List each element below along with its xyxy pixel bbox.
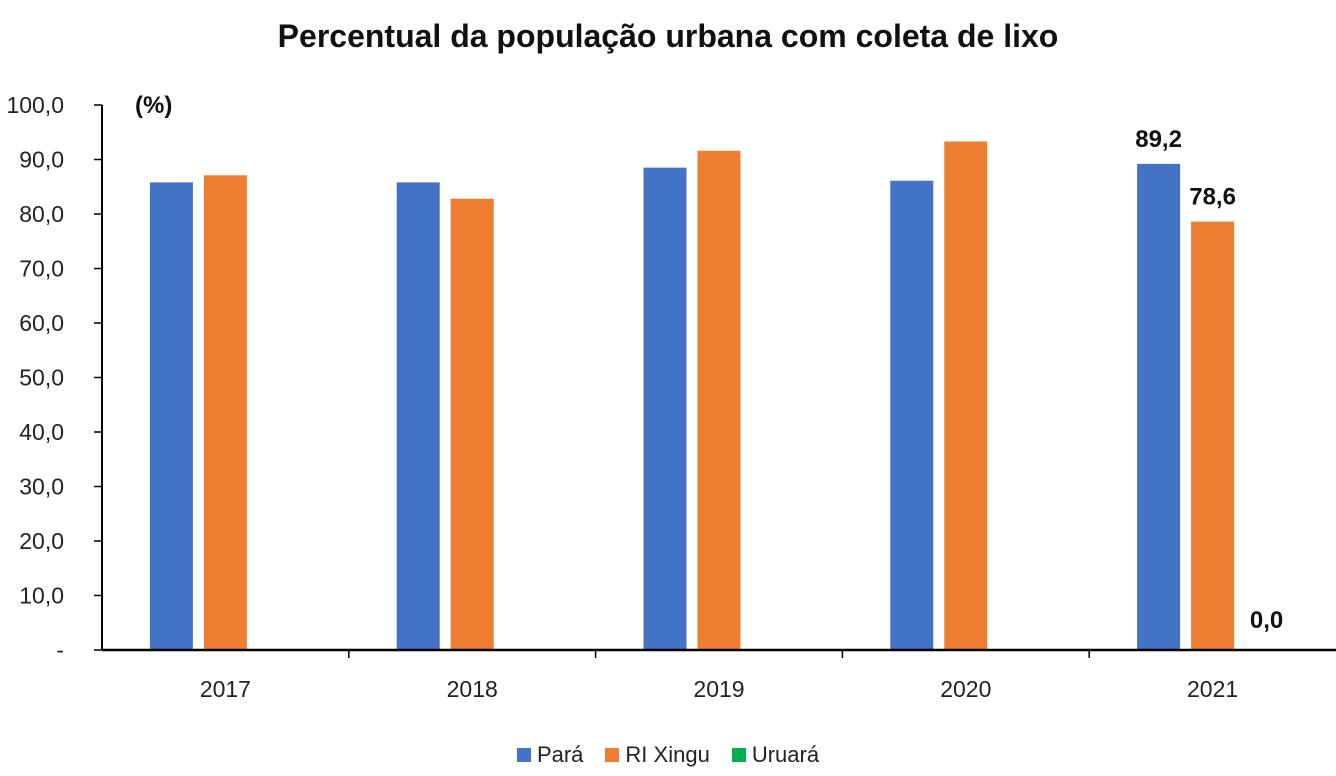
legend-swatch	[731, 748, 746, 762]
x-tick-label: 2019	[693, 676, 744, 702]
bar-pará-2020	[890, 180, 934, 650]
x-tick-label: 2017	[200, 676, 251, 702]
y-unit-label: (%)	[135, 92, 172, 119]
legend-item: Uruará	[731, 742, 820, 768]
legend-label: Pará	[536, 742, 584, 767]
bar-pará-2021	[1137, 163, 1181, 651]
bar-chart: - 10,0 20,0 30,0 40,0 50,0 60,0 70,0 80,0 90,0 100…	[6, 92, 1336, 702]
x-tick-label: 2020	[940, 676, 991, 702]
y-tick-label: 50,0	[19, 365, 64, 391]
data-label: 78,6	[1189, 184, 1236, 211]
y-tick-label: 70,0	[19, 256, 64, 282]
legend-item: Pará	[516, 742, 584, 768]
legend-swatch	[605, 748, 620, 762]
bar-pará-2017	[149, 182, 193, 650]
chart-title: Percentual da população urbana com colet…	[277, 18, 1059, 54]
y-tick-label: 10,0	[19, 583, 64, 609]
bar-ri-xingu-2017	[203, 175, 247, 650]
chart-legend: Pará RI Xingu Uruará	[0, 742, 1336, 768]
y-tick-label: 100,0	[6, 92, 64, 118]
legend-swatch	[516, 748, 531, 762]
data-label: 89,2	[1135, 126, 1182, 153]
bar-ri-xingu-2018	[450, 198, 494, 651]
legend-label: RI Xingu	[625, 742, 710, 767]
bar-ri-xingu-2020	[944, 141, 988, 650]
legend-label: Uruará	[751, 742, 820, 767]
legend-item: RI Xingu	[605, 742, 710, 768]
y-tick-label: -	[56, 637, 64, 663]
y-tick-label: 40,0	[19, 419, 64, 445]
y-tick-label: 90,0	[19, 147, 64, 173]
data-label: 0,0	[1250, 607, 1283, 634]
y-tick-label: 20,0	[19, 528, 64, 554]
bar-ri-xingu-2019	[697, 150, 741, 650]
bar-pará-2018	[396, 182, 440, 650]
bar-pará-2019	[643, 167, 687, 651]
y-tick-label: 60,0	[19, 310, 64, 336]
x-tick-label: 2018	[447, 676, 498, 702]
y-tick-label: 80,0	[19, 201, 64, 227]
bar-ri-xingu-2021	[1191, 221, 1235, 650]
x-tick-label: 2021	[1187, 676, 1238, 702]
y-tick-label: 30,0	[19, 474, 64, 500]
